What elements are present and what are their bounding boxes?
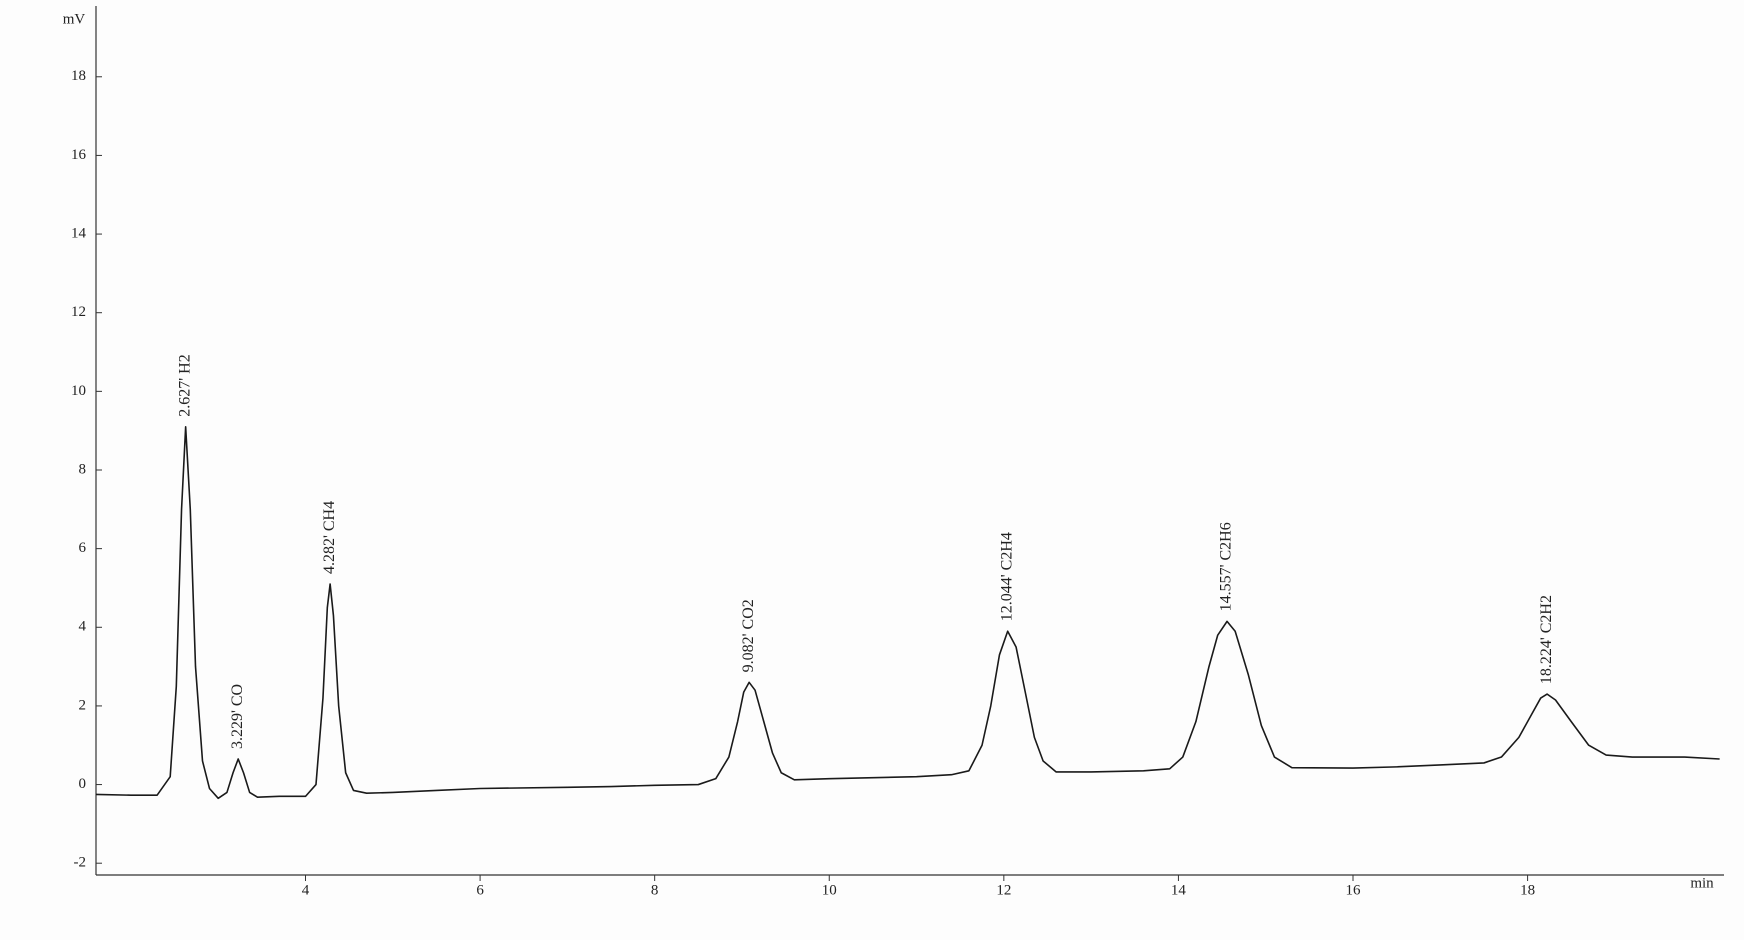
y-tick-label: 2 [79, 697, 87, 713]
y-tick-label: 16 [71, 147, 87, 163]
peak-label: 9.082' CO2 [740, 599, 757, 672]
y-tick-label: 14 [71, 226, 87, 242]
y-tick-label: 4 [79, 619, 87, 635]
peak-label: 14.557' C2H6 [1218, 522, 1235, 611]
x-tick-label: 12 [996, 882, 1011, 898]
x-tick-label: 18 [1520, 882, 1535, 898]
y-tick-label: 18 [71, 68, 86, 84]
peak-label: 4.282' CH4 [321, 501, 338, 574]
x-tick-label: 16 [1346, 882, 1362, 898]
x-tick-label: 10 [822, 882, 837, 898]
x-tick-label: 8 [651, 882, 659, 898]
y-tick-label: 10 [71, 383, 86, 399]
y-tick-label: -2 [74, 855, 87, 871]
x-tick-label: 14 [1171, 882, 1187, 898]
x-tick-label: 4 [302, 882, 310, 898]
y-tick-label: 8 [79, 461, 87, 477]
trace [95, 425, 1720, 800]
y-tick-label: 12 [71, 304, 86, 320]
y-tick-label: 0 [79, 776, 87, 792]
peak-label: 2.627' H2 [176, 354, 193, 416]
peak-label: 3.229' CO [229, 684, 246, 749]
y-tick-label: 6 [79, 540, 87, 556]
x-tick-label: 6 [476, 882, 484, 898]
peak-label: 18.224' C2H2 [1538, 595, 1555, 684]
x-axis-label: min [1690, 875, 1714, 891]
y-axis-label: mV [63, 11, 86, 27]
peak-label: 12.044' C2H4 [998, 532, 1015, 621]
